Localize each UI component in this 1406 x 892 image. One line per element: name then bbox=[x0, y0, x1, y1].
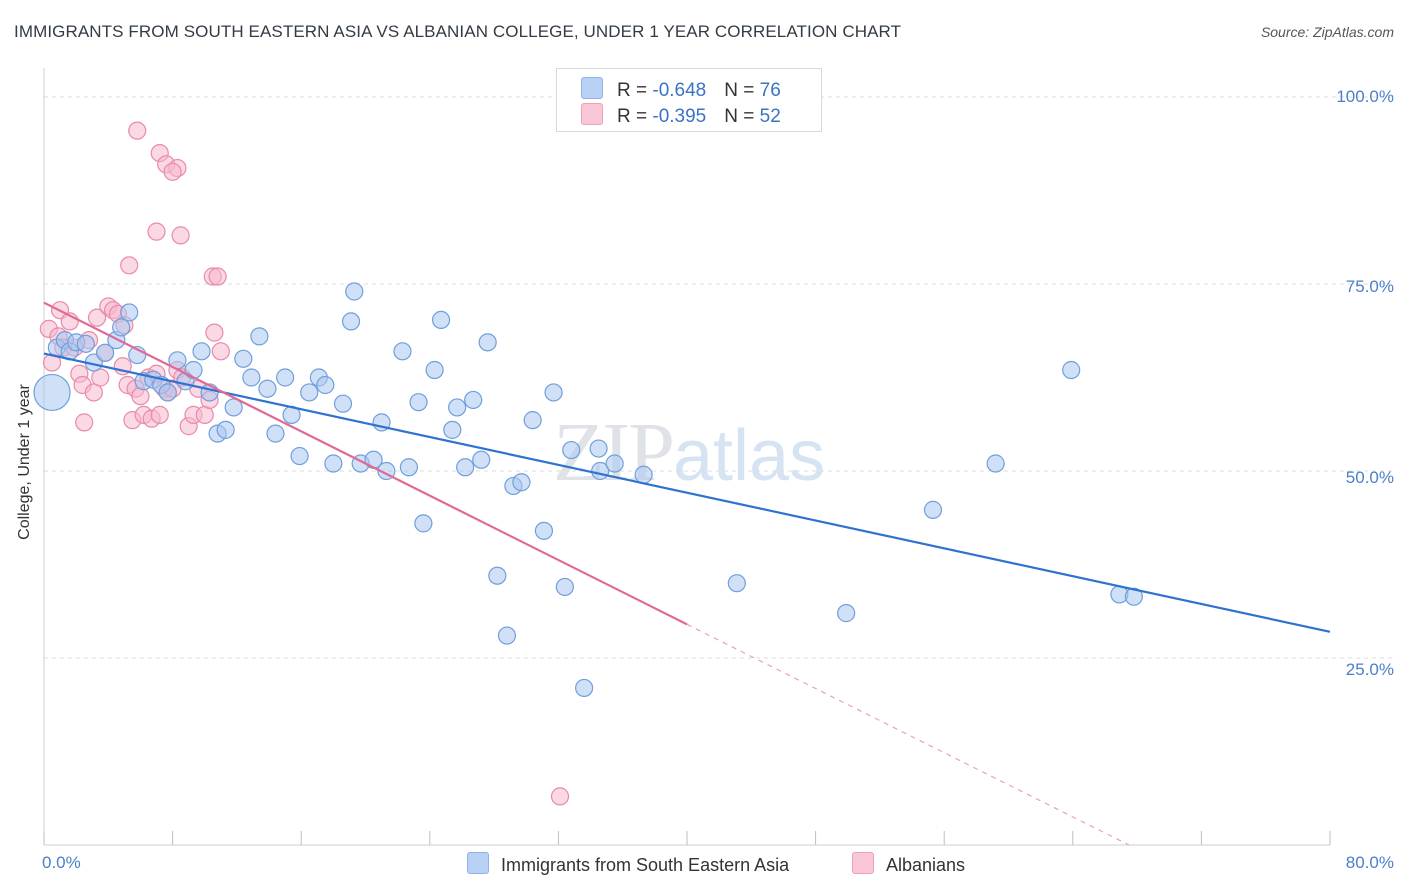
sea-point bbox=[120, 303, 139, 322]
albanians-point bbox=[171, 226, 190, 245]
albanians-point bbox=[205, 323, 224, 342]
sea-point bbox=[33, 373, 71, 412]
sea-point bbox=[923, 500, 943, 519]
x-tick-label: 0.0% bbox=[42, 853, 81, 872]
sea-point bbox=[345, 282, 364, 301]
albanians-point bbox=[87, 308, 107, 327]
albanians-point bbox=[211, 342, 230, 361]
source-credit: Source: ZipAtlas.com bbox=[1260, 24, 1394, 40]
albanians-point bbox=[163, 162, 182, 181]
albanians-point bbox=[550, 787, 570, 806]
sea-point bbox=[1062, 360, 1081, 380]
sea-point bbox=[266, 424, 285, 443]
y-tick-label: 25.0% bbox=[1345, 660, 1394, 679]
sea-point bbox=[316, 375, 335, 395]
albanians-point bbox=[150, 405, 169, 424]
y-tick-label: 50.0% bbox=[1345, 468, 1394, 487]
blue-swatch-icon bbox=[581, 77, 603, 99]
sea-point bbox=[184, 360, 203, 380]
sea-point bbox=[414, 514, 433, 533]
sea-point bbox=[250, 327, 269, 346]
sea-point bbox=[562, 440, 581, 460]
albanians-point bbox=[75, 413, 94, 432]
sea-point bbox=[399, 458, 419, 477]
albanians-point bbox=[128, 121, 147, 140]
sea-point bbox=[727, 574, 746, 593]
sea-point bbox=[497, 626, 517, 645]
sea-point bbox=[341, 312, 361, 331]
sea-point bbox=[1124, 587, 1143, 606]
sea-point bbox=[258, 379, 277, 398]
albanians-point bbox=[131, 387, 150, 406]
chart-title: IMMIGRANTS FROM SOUTH EASTERN ASIA VS AL… bbox=[14, 22, 902, 41]
sea-point bbox=[443, 420, 462, 439]
sea-point bbox=[589, 439, 608, 458]
sea-point bbox=[393, 342, 412, 361]
albanians-trend-extension bbox=[686, 623, 1130, 846]
albanians-point bbox=[120, 256, 139, 275]
sea-point bbox=[276, 368, 295, 387]
sea-point bbox=[488, 566, 507, 585]
albanians-point bbox=[208, 267, 227, 286]
sea-point bbox=[544, 383, 563, 402]
sea-point bbox=[634, 465, 653, 484]
sea-point bbox=[224, 398, 243, 417]
sea-point bbox=[425, 360, 444, 380]
sea-point bbox=[431, 310, 451, 330]
legend-row-albanians: R = -0.395 N = 52 bbox=[581, 103, 781, 127]
sea-point bbox=[333, 394, 353, 413]
sea-point bbox=[478, 333, 497, 352]
y-tick-label: 75.0% bbox=[1345, 277, 1394, 296]
sea-point bbox=[216, 420, 235, 439]
sea-point bbox=[95, 343, 115, 362]
sea-trend-line bbox=[43, 352, 1331, 633]
watermark-atlas: atlas bbox=[673, 416, 826, 496]
sea-point bbox=[158, 383, 177, 402]
correlation-legend: R = -0.648 N = 76 R = -0.395 N = 52 bbox=[556, 68, 822, 132]
sea-points bbox=[33, 282, 1143, 698]
albanians-point bbox=[84, 383, 103, 402]
y-axis-label: College, Under 1 year bbox=[16, 384, 33, 540]
x-tick-label: 80.0% bbox=[1345, 853, 1394, 872]
albanians-point bbox=[91, 368, 110, 387]
sea-point bbox=[472, 450, 491, 469]
sea-point bbox=[448, 398, 467, 417]
y-tick-label: 100.0% bbox=[1336, 87, 1394, 106]
sea-point bbox=[192, 342, 211, 361]
bottom-legend-sea: Immigrants from South Eastern Asia bbox=[467, 852, 789, 876]
trend-lines bbox=[43, 301, 1331, 846]
sea-point bbox=[575, 678, 594, 698]
sea-point bbox=[409, 393, 428, 412]
bottom-legend-albanians: Albanians bbox=[852, 852, 965, 876]
sea-point bbox=[464, 390, 483, 410]
sea-point bbox=[242, 368, 261, 387]
sea-point bbox=[837, 604, 856, 623]
sea-point bbox=[986, 454, 1005, 473]
sea-point bbox=[512, 473, 531, 492]
blue-swatch-icon bbox=[467, 852, 489, 874]
sea-point bbox=[523, 411, 542, 430]
albanians-trend-line bbox=[43, 301, 688, 626]
sea-point bbox=[234, 349, 253, 368]
sea-point bbox=[300, 383, 319, 402]
pink-swatch-icon bbox=[852, 852, 874, 874]
legend-row-sea: R = -0.648 N = 76 bbox=[581, 77, 781, 101]
sea-point bbox=[456, 458, 475, 477]
sea-point bbox=[112, 318, 131, 337]
sea-point bbox=[605, 454, 624, 473]
albanians-point bbox=[147, 222, 166, 241]
pink-swatch-icon bbox=[581, 103, 603, 125]
axes bbox=[43, 68, 1331, 846]
sea-point bbox=[534, 521, 554, 540]
sea-point bbox=[555, 577, 574, 597]
sea-point bbox=[290, 446, 309, 466]
sea-point bbox=[324, 454, 343, 473]
sea-point bbox=[76, 334, 95, 353]
